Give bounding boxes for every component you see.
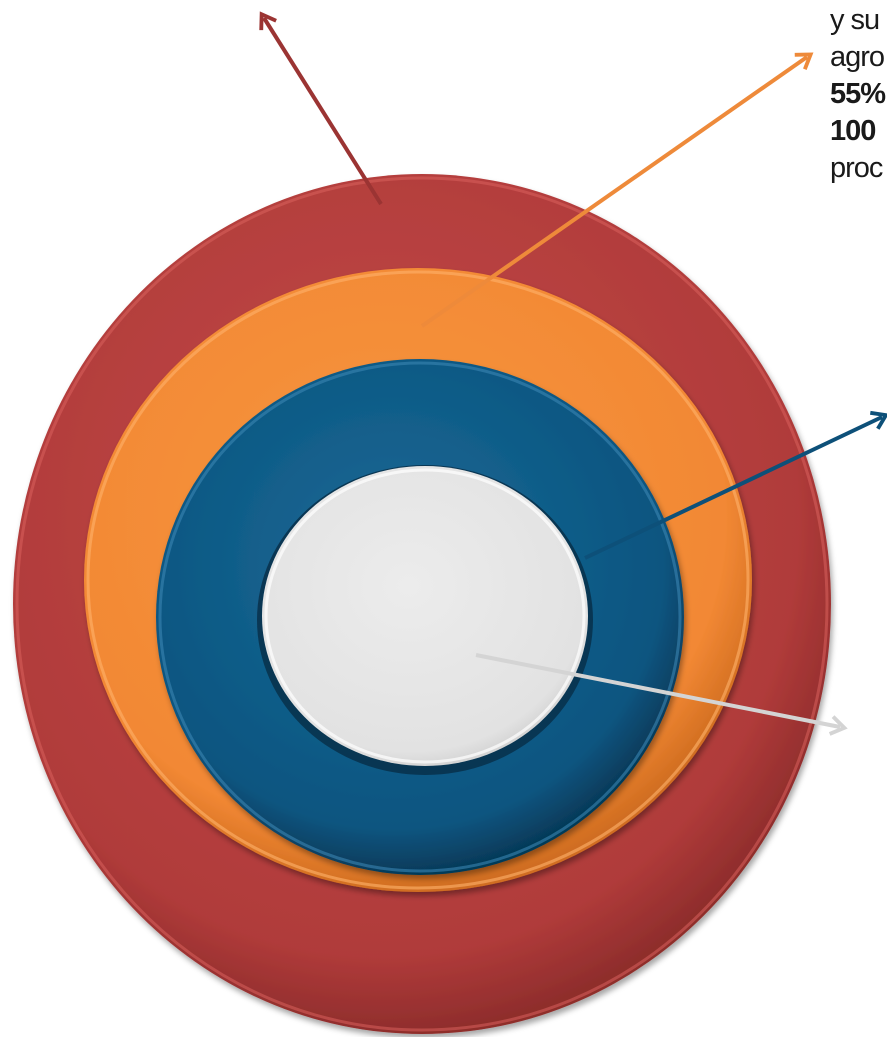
- center-arrow: [475, 653, 848, 736]
- center-disc: [262, 466, 588, 766]
- annotation-line-2: agro: [830, 41, 885, 73]
- center-disc-highlight: [264, 468, 586, 764]
- orange-ring-highlight: [86, 270, 750, 890]
- outer-ring-highlight: [15, 176, 829, 1032]
- annotation-line-1: y su: [830, 4, 880, 36]
- annotation-line-5: proc: [830, 152, 883, 184]
- outer-arrow: [259, 11, 383, 206]
- annotation-line-3: 55%: [830, 78, 886, 110]
- orange-arrow: [420, 52, 814, 328]
- blue-arrow: [584, 410, 887, 560]
- blue-ring-highlight: [158, 361, 682, 873]
- annotation-line-4: 100: [830, 115, 876, 147]
- annotation-text: y su agro 55% 100 proc: [830, 2, 887, 187]
